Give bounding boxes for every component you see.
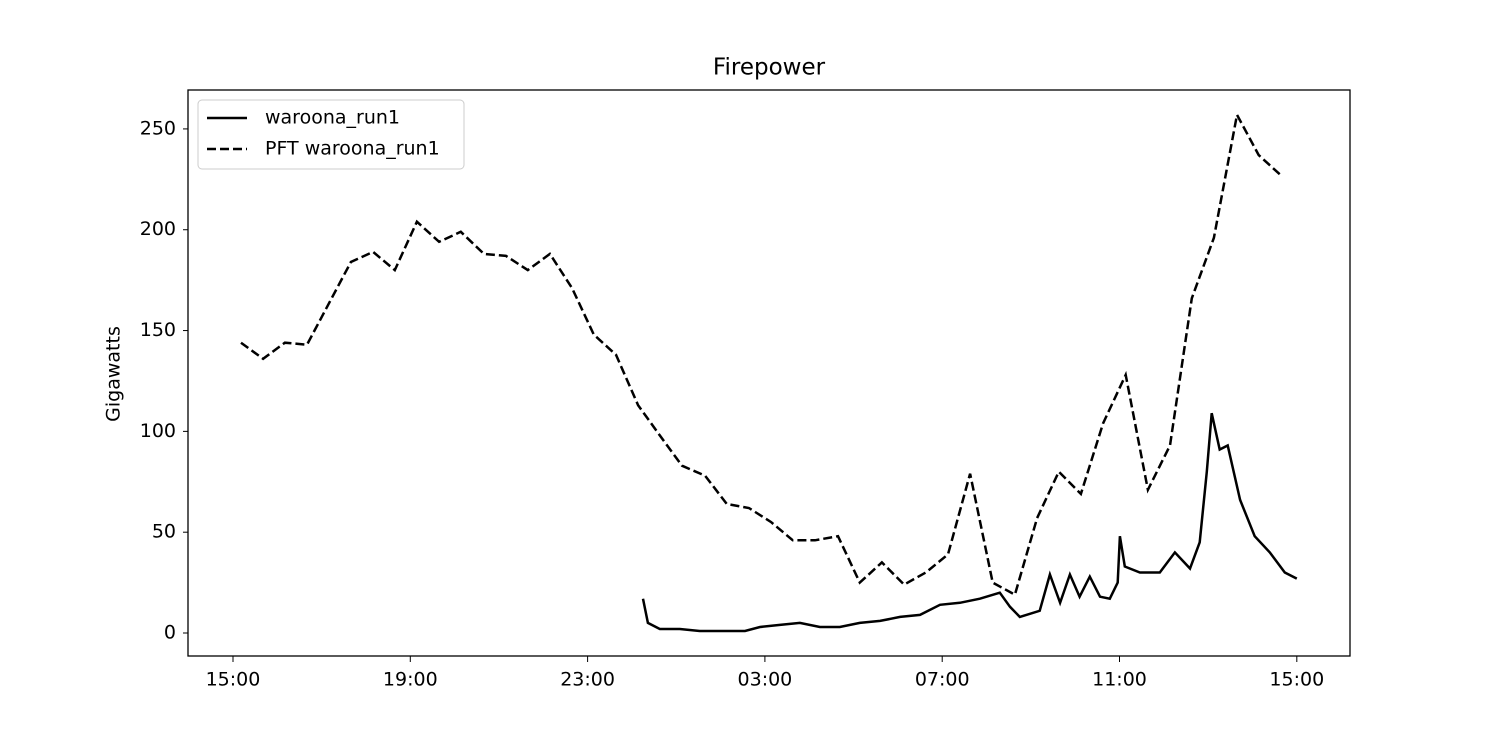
x-tick-label: 03:00 [738, 669, 793, 691]
x-tick-label: 07:00 [915, 669, 970, 691]
legend-label: waroona_run1 [265, 107, 400, 129]
y-axis-label: Gigawatts [103, 326, 125, 422]
y-tick-label: 200 [140, 218, 176, 240]
plot-frame [187, 89, 1351, 657]
y-tick-label: 50 [152, 521, 176, 543]
y-tick-label: 250 [140, 117, 176, 139]
legend-label: PFT waroona_run1 [265, 138, 440, 160]
x-tick-label: 15:00 [1269, 669, 1324, 691]
y-tick-label: 150 [140, 319, 176, 341]
x-tick-label: 11:00 [1092, 669, 1147, 691]
chart-title: Firepower [713, 55, 826, 81]
y-tick-label: 0 [164, 622, 176, 644]
x-tick-label: 19:00 [383, 669, 438, 691]
x-tick-label: 15:00 [206, 669, 261, 691]
x-tick-label: 23:00 [560, 669, 615, 691]
legend-box [197, 99, 465, 170]
series-line [240, 111, 1282, 597]
series-line [641, 412, 1298, 633]
y-tick-label: 100 [140, 420, 176, 442]
